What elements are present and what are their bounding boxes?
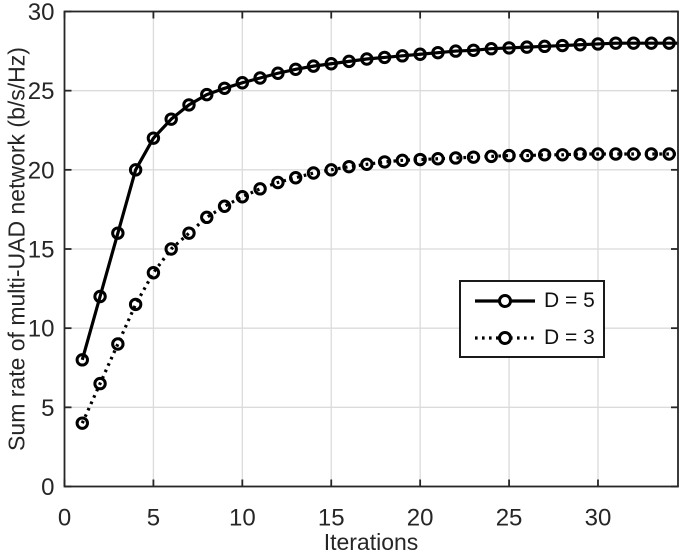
data-marker-1 <box>253 182 267 196</box>
data-marker-1 <box>288 171 303 185</box>
data-marker-0 <box>644 36 659 50</box>
data-marker-1 <box>555 148 570 162</box>
data-marker-1 <box>520 148 534 163</box>
y-tick-label-15: 15 <box>28 237 55 264</box>
data-marker-1 <box>502 148 516 163</box>
data-marker-0 <box>146 131 161 145</box>
data-marker-1 <box>537 148 552 162</box>
data-marker-1 <box>306 166 321 180</box>
data-marker-1 <box>484 149 498 164</box>
data-marker-1 <box>609 147 623 161</box>
data-marker-0 <box>93 289 107 304</box>
x-tick-label-10: 10 <box>229 505 256 532</box>
data-marker-1 <box>324 163 338 177</box>
data-marker-0 <box>200 87 214 102</box>
data-marker-0 <box>520 40 534 54</box>
data-marker-1 <box>111 337 125 351</box>
data-marker-0 <box>484 42 498 56</box>
data-marker-1 <box>413 152 427 167</box>
data-marker-0 <box>75 353 89 367</box>
x-tick-label-5: 5 <box>147 505 160 532</box>
data-marker-1 <box>146 266 161 280</box>
data-marker-0 <box>128 163 143 177</box>
data-marker-0 <box>253 71 267 85</box>
data-marker-0 <box>573 38 587 52</box>
data-marker-1 <box>75 416 89 430</box>
data-marker-0 <box>466 43 481 57</box>
data-marker-0 <box>164 112 178 126</box>
data-marker-0 <box>395 49 410 63</box>
y-tick-label-0: 0 <box>41 474 54 501</box>
legend-sample-marker <box>498 330 512 345</box>
data-marker-1 <box>271 175 285 190</box>
data-marker-0 <box>288 62 303 76</box>
data-marker-1 <box>573 147 587 161</box>
data-marker-0 <box>182 98 196 112</box>
data-marker-1 <box>217 199 232 213</box>
data-marker-0 <box>591 37 605 51</box>
data-marker-1 <box>395 153 410 168</box>
data-marker-0 <box>662 36 676 50</box>
y-tick-label-30: 30 <box>28 0 55 26</box>
data-marker-1 <box>662 147 676 161</box>
x-tick-label-25: 25 <box>496 505 523 532</box>
legend: D = 5 D = 3 <box>459 280 605 358</box>
x-tick-label-20: 20 <box>407 505 434 532</box>
data-marker-1 <box>164 242 178 256</box>
legend-label-d5: D = 5 <box>544 288 595 312</box>
legend-sample-marker <box>498 293 512 308</box>
data-marker-0 <box>626 36 641 50</box>
data-marker-1 <box>360 157 374 171</box>
x-axis-label: Iterations <box>323 529 419 555</box>
data-marker-1 <box>93 376 107 391</box>
x-tick-label-30: 30 <box>585 505 612 532</box>
data-marker-0 <box>235 76 250 90</box>
series-line-1 <box>80 152 678 424</box>
data-marker-1 <box>431 152 445 166</box>
data-marker-0 <box>431 45 445 60</box>
data-marker-0 <box>217 81 232 95</box>
data-marker-0 <box>502 41 516 55</box>
data-marker-0 <box>306 59 321 73</box>
data-marker-0 <box>342 54 356 69</box>
legend-item-d3: D = 3 <box>461 326 603 350</box>
data-marker-1 <box>449 151 463 165</box>
data-marker-0 <box>413 47 427 61</box>
legend-line-sample-d5 <box>475 293 535 308</box>
data-marker-0 <box>449 44 463 58</box>
y-tick-label-10: 10 <box>28 316 55 343</box>
data-marker-0 <box>555 38 570 53</box>
data-marker-0 <box>360 52 374 66</box>
data-marker-1 <box>626 147 641 161</box>
y-tick-label-20: 20 <box>28 157 55 184</box>
data-marker-1 <box>377 155 392 169</box>
data-marker-0 <box>111 226 125 240</box>
data-marker-0 <box>609 36 623 50</box>
data-marker-1 <box>644 147 659 161</box>
data-marker-0 <box>537 39 552 54</box>
legend-line-sample-d3 <box>475 330 535 345</box>
data-marker-0 <box>377 50 392 65</box>
y-tick-label-25: 25 <box>28 78 55 105</box>
legend-label-d3: D = 3 <box>544 325 595 349</box>
data-marker-1 <box>591 147 605 161</box>
x-tick-label-15: 15 <box>318 505 345 532</box>
y-tick-label-5: 5 <box>41 395 54 422</box>
data-marker-1 <box>200 210 214 225</box>
legend-item-d5: D = 5 <box>461 289 603 313</box>
data-marker-1 <box>182 226 196 240</box>
data-marker-0 <box>271 66 285 80</box>
data-marker-1 <box>466 150 481 164</box>
x-tick-label-0: 0 <box>58 505 71 532</box>
y-axis-label: Sum rate of multi-UAD network (b/s/Hz) <box>3 47 30 451</box>
data-marker-1 <box>235 190 250 204</box>
data-marker-0 <box>324 57 338 71</box>
data-marker-1 <box>128 297 143 312</box>
data-marker-1 <box>342 159 356 174</box>
